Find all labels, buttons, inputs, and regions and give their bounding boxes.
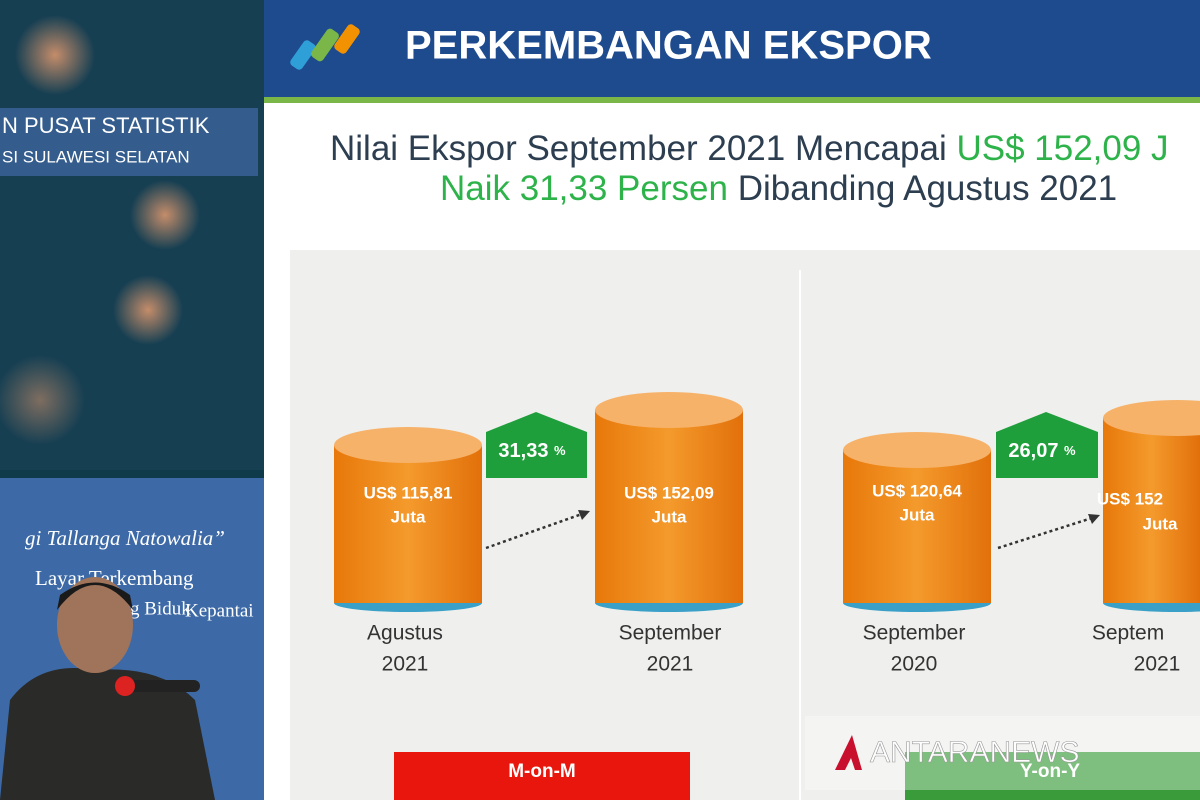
change-badge <box>486 412 587 478</box>
header-title: PERKEMBANGAN EKSPOR <box>405 24 932 68</box>
bar-year: 2021 <box>1134 653 1181 676</box>
header-stripe <box>264 97 1200 103</box>
cylinder <box>843 432 991 612</box>
bar-unit: Juta <box>391 507 427 526</box>
logo <box>290 24 360 70</box>
change-value: 26,07 <box>1008 440 1058 462</box>
bar-unit: Juta <box>900 505 936 524</box>
change-unit: % <box>1064 443 1076 458</box>
bar-period: Agustus <box>367 622 443 645</box>
microphone-head <box>115 676 135 696</box>
cylinder <box>1103 400 1200 612</box>
bar-unit: Juta <box>1143 514 1179 533</box>
headline-line1: Nilai Ekspor September 2021 Mencapai US$… <box>330 129 1169 168</box>
period-label: Y-on-Y <box>1020 761 1080 782</box>
bar-year: 2021 <box>647 653 694 676</box>
period-label: M-on-M <box>508 761 576 782</box>
poem-line: g Biduk <box>130 598 191 619</box>
microphone <box>115 680 200 692</box>
presenter-body <box>0 668 215 800</box>
arrow <box>485 512 583 550</box>
bar-year: 2021 <box>382 653 429 676</box>
bar-value: US$ 115,81 <box>364 483 453 502</box>
bar-year: 2020 <box>891 653 938 676</box>
bar-value: US$ 152 <box>1097 489 1163 508</box>
cylinder <box>334 427 482 612</box>
bar-unit: Juta <box>652 507 688 526</box>
arrow-head <box>1088 514 1100 524</box>
watermark-logo <box>835 735 862 770</box>
bar-period: September <box>863 622 966 645</box>
poem-line: gi Tallanga Natowalia” <box>25 526 225 550</box>
headline-highlight: Naik 31,33 Persen <box>440 169 728 208</box>
change-unit: % <box>554 443 566 458</box>
bar-period: September <box>619 622 722 645</box>
cylinder <box>595 392 743 612</box>
bar-value: US$ 152,09 <box>624 483 714 502</box>
bokeh <box>113 275 183 345</box>
headline-text: Dibanding Agustus 2021 <box>738 169 1117 208</box>
arrow <box>997 516 1093 550</box>
bokeh <box>130 180 200 250</box>
watermark: ANTARANEWS <box>870 736 1079 769</box>
bokeh <box>0 355 85 445</box>
org-name: N PUSAT STATISTIK <box>2 113 210 138</box>
period-label-box <box>905 752 1200 800</box>
period-label-box <box>394 752 690 800</box>
presenter-head <box>57 577 133 673</box>
presenter-hair <box>57 582 133 610</box>
headline-line2: Naik 31,33 Persen Dibanding Agustus 2021 <box>440 169 1117 208</box>
change-value: 31,33 <box>498 440 548 462</box>
change-badge-text: 31,33 % <box>498 440 566 462</box>
org-region: SI SULAWESI SELATAN <box>2 147 190 166</box>
poem-line: Kepantai <box>185 600 254 621</box>
change-badge-text: 26,07 % <box>1008 440 1076 462</box>
headline-highlight: US$ 152,09 J <box>956 129 1168 168</box>
watermark-box <box>805 716 1200 790</box>
bokeh <box>15 15 95 95</box>
org-banner <box>0 108 258 176</box>
headline-text: Nilai Ekspor September 2021 Mencapai <box>330 129 947 168</box>
bar-period: Septem <box>1092 622 1164 645</box>
header-bar <box>264 0 1200 100</box>
arrow-head <box>578 510 590 520</box>
change-badge <box>996 412 1098 478</box>
bar-value: US$ 120,64 <box>872 481 962 500</box>
